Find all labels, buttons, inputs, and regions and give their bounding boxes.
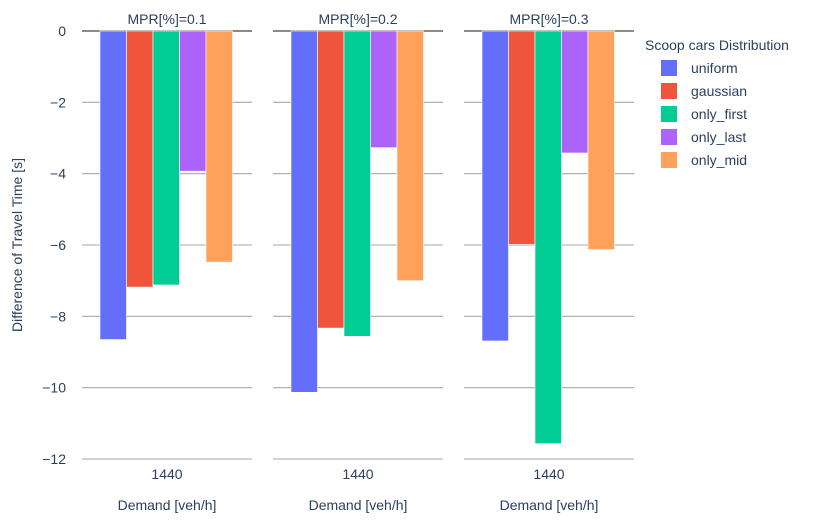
- bar-only_mid[interactable]: [205, 30, 233, 263]
- y-tick-label: −12: [42, 451, 66, 467]
- text-layer: Difference of Travel Time [s] 0 −2 −4 −6 −8 −…: [9, 11, 598, 513]
- legend-swatch-uniform[interactable]: [661, 60, 677, 76]
- panel-title: MPR[%]=0.2: [319, 11, 398, 27]
- legend-label-only_last: only_last: [691, 129, 746, 145]
- x-tick-label: 1440: [533, 466, 564, 482]
- legend-swatch-gaussian[interactable]: [661, 83, 677, 99]
- legend-swatch-only_mid[interactable]: [661, 152, 677, 168]
- y-tick-label: 0: [58, 23, 66, 39]
- bar-only_mid[interactable]: [587, 30, 615, 250]
- y-tick-label: −2: [50, 94, 66, 110]
- bar-only_last[interactable]: [370, 30, 398, 148]
- bar-gaussian[interactable]: [317, 30, 345, 329]
- legend-label-only_mid: only_mid: [691, 152, 747, 168]
- y-tick-label: −6: [50, 237, 66, 253]
- bar-only_last[interactable]: [561, 30, 589, 154]
- bar-only_first[interactable]: [343, 30, 371, 337]
- bar-only_first[interactable]: [534, 30, 562, 444]
- y-axis-title: Difference of Travel Time [s]: [9, 158, 25, 332]
- x-axis-title: Demand [veh/h]: [309, 497, 408, 513]
- bar-uniform[interactable]: [290, 30, 318, 393]
- legend-label-uniform: uniform: [691, 60, 738, 76]
- bar-only_first[interactable]: [152, 30, 180, 286]
- legend-label-only_first: only_first: [691, 106, 747, 122]
- bar-only_last[interactable]: [179, 30, 207, 172]
- y-tick-label: −4: [50, 166, 66, 182]
- legend: Scoop cars Distribution uniform gaussian o…: [645, 37, 789, 168]
- legend-title: Scoop cars Distribution: [645, 37, 789, 53]
- x-axis-title: Demand [veh/h]: [500, 497, 599, 513]
- y-tick-label: −8: [50, 308, 66, 324]
- x-axis-title: Demand [veh/h]: [118, 497, 217, 513]
- panel-title: MPR[%]=0.3: [510, 11, 589, 27]
- y-tick-label: −10: [42, 380, 66, 396]
- bar-gaussian[interactable]: [508, 30, 536, 245]
- legend-label-gaussian: gaussian: [691, 83, 747, 99]
- legend-swatch-only_first[interactable]: [661, 106, 677, 122]
- bar-uniform[interactable]: [99, 30, 127, 340]
- bar-layer: [99, 30, 615, 444]
- bar-gaussian[interactable]: [126, 30, 154, 288]
- bar-uniform[interactable]: [481, 30, 509, 342]
- x-tick-label: 1440: [342, 466, 373, 482]
- legend-swatch-only_last[interactable]: [661, 129, 677, 145]
- panel-title: MPR[%]=0.1: [128, 11, 207, 27]
- bar-only_mid[interactable]: [396, 30, 424, 281]
- x-tick-label: 1440: [151, 466, 182, 482]
